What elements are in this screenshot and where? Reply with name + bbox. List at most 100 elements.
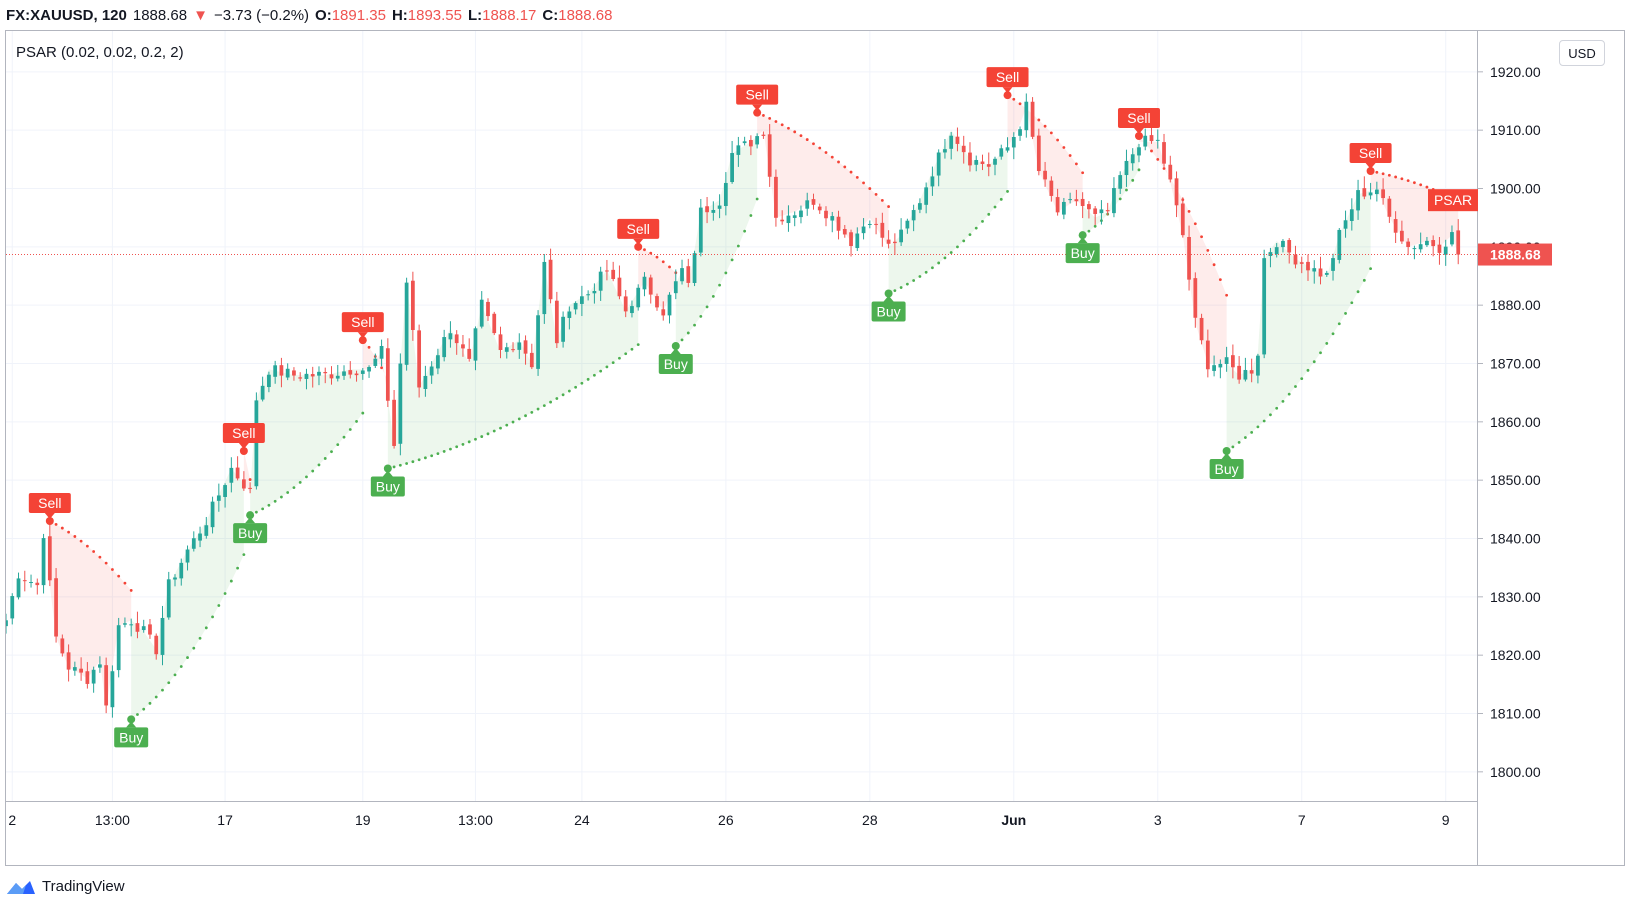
candle-body[interactable] [842, 229, 847, 235]
candle-body[interactable] [1137, 147, 1141, 156]
sell-signal-label[interactable] [736, 84, 779, 105]
candle-body[interactable] [961, 145, 966, 153]
candle-body[interactable] [723, 182, 728, 207]
candle-body[interactable] [385, 348, 390, 401]
candle-body[interactable] [805, 200, 810, 209]
candle-body[interactable] [705, 206, 709, 213]
candle-body[interactable] [648, 277, 653, 295]
candle-body[interactable] [755, 136, 760, 145]
candle-body[interactable] [504, 347, 509, 352]
candle-body[interactable] [317, 371, 321, 376]
candle-body[interactable] [1205, 340, 1210, 370]
candle-body[interactable] [573, 303, 578, 310]
buy-signal-label[interactable] [1209, 459, 1244, 479]
candle-body[interactable] [1406, 241, 1411, 248]
buy-signal-label[interactable] [370, 476, 405, 497]
candle-body[interactable] [786, 215, 791, 224]
candle-body[interactable] [774, 176, 778, 218]
candle-body[interactable] [66, 652, 71, 670]
candle-body[interactable] [210, 501, 215, 528]
candle-body[interactable] [1043, 170, 1047, 180]
candle-body[interactable] [1387, 198, 1392, 217]
candle-body[interactable] [423, 375, 428, 390]
candle-body[interactable] [1337, 229, 1342, 260]
candle-body[interactable] [185, 549, 190, 563]
candle-body[interactable] [91, 669, 96, 684]
candle-body[interactable] [980, 161, 985, 164]
candle-body[interactable] [830, 216, 835, 221]
candle-body[interactable] [1224, 357, 1229, 365]
candle-body[interactable] [373, 358, 378, 366]
candle-body[interactable] [911, 210, 916, 221]
candle-body[interactable] [29, 582, 33, 584]
candle-body[interactable] [792, 215, 797, 218]
candle-body[interactable] [523, 340, 528, 354]
candle-body[interactable] [279, 365, 284, 376]
candle-body[interactable] [698, 207, 703, 253]
candle-body[interactable] [204, 525, 209, 536]
candle-body[interactable] [1187, 236, 1191, 280]
candle-body[interactable] [1437, 244, 1442, 253]
candle-body[interactable] [586, 294, 591, 296]
candle-body[interactable] [298, 377, 303, 379]
candle-body[interactable] [1155, 139, 1160, 141]
candle-body[interactable] [267, 374, 271, 388]
candle-body[interactable] [379, 345, 384, 359]
sell-signal-label[interactable] [28, 493, 71, 513]
candle-body[interactable] [254, 400, 259, 487]
candle-body[interactable] [1393, 219, 1398, 233]
candle-body[interactable] [1130, 154, 1135, 164]
candle-body[interactable] [918, 203, 922, 210]
candle-body[interactable] [1049, 180, 1054, 196]
candle-body[interactable] [1274, 247, 1279, 255]
candle-body[interactable] [116, 625, 121, 671]
candle-body[interactable] [285, 368, 290, 378]
candle-body[interactable] [1412, 248, 1417, 250]
candle-body[interactable] [10, 596, 15, 619]
candle-body[interactable] [905, 220, 910, 229]
candle-body[interactable] [1068, 199, 1073, 201]
candle-body[interactable] [467, 348, 472, 359]
candle-body[interactable] [511, 349, 515, 351]
candle-body[interactable] [223, 485, 227, 498]
candle-body[interactable] [623, 296, 628, 312]
candle-body[interactable] [1431, 240, 1436, 247]
candle-body[interactable] [1018, 129, 1022, 136]
candle-body[interactable] [85, 671, 90, 684]
candle-body[interactable] [1149, 135, 1154, 142]
candle-body[interactable] [1256, 355, 1260, 376]
candle-body[interactable] [749, 139, 753, 147]
candle-body[interactable] [260, 385, 265, 400]
candle-body[interactable] [861, 226, 866, 234]
candle-body[interactable] [943, 149, 947, 153]
candle-body[interactable] [429, 366, 434, 376]
candle-body[interactable] [855, 233, 860, 249]
candle-body[interactable] [273, 365, 278, 377]
candle-body[interactable] [874, 223, 878, 225]
candle-body[interactable] [329, 374, 334, 379]
candle-body[interactable] [730, 153, 734, 183]
candle-body[interactable] [1249, 370, 1254, 374]
candle-body[interactable] [135, 623, 140, 632]
candle-body[interactable] [529, 352, 534, 368]
candle-body[interactable] [1061, 201, 1066, 215]
candle-body[interactable] [235, 467, 240, 479]
candle-body[interactable] [248, 487, 253, 489]
candle-body[interactable] [1212, 365, 1216, 371]
candle-body[interactable] [1080, 198, 1085, 207]
candle-body[interactable] [1199, 317, 1204, 341]
candle-body[interactable] [229, 467, 234, 483]
candle-body[interactable] [454, 334, 459, 344]
candle-body[interactable] [1118, 175, 1123, 189]
candle-body[interactable] [1087, 204, 1091, 210]
candle-body[interactable] [517, 342, 522, 350]
candle-body[interactable] [1368, 192, 1373, 196]
candle-body[interactable] [417, 330, 422, 388]
candle-body[interactable] [686, 266, 691, 283]
candle-body[interactable] [655, 296, 659, 308]
candle-body[interactable] [448, 333, 453, 340]
buy-signal-label[interactable] [1065, 243, 1100, 264]
candle-body[interactable] [1425, 240, 1429, 246]
candle-body[interactable] [241, 479, 246, 489]
candle-body[interactable] [611, 269, 616, 279]
